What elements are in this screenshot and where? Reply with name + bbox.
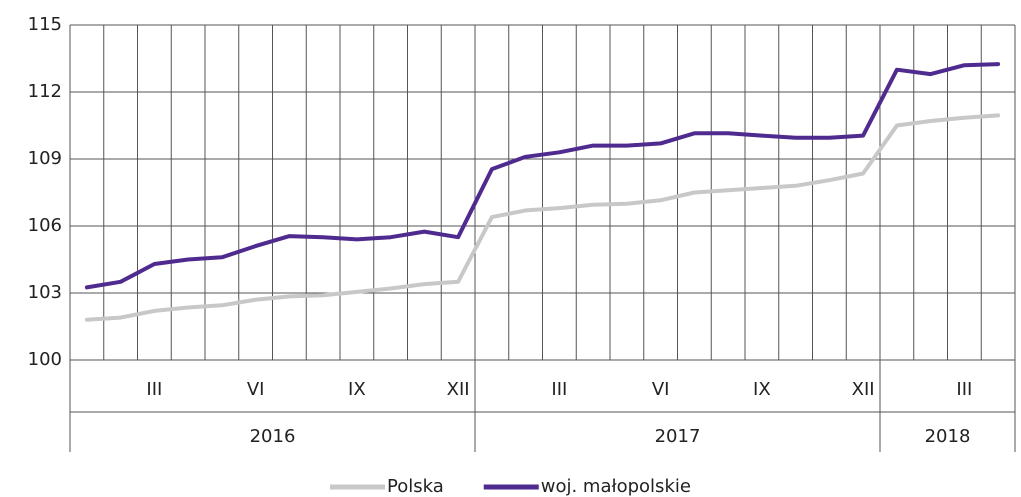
y-tick-label: 103 bbox=[28, 282, 62, 303]
series-line bbox=[84, 62, 1001, 290]
y-tick-label: 115 bbox=[28, 14, 62, 35]
x-tick-label: IX bbox=[753, 379, 771, 400]
y-tick-label: 100 bbox=[28, 349, 62, 370]
x-tick-label: VI bbox=[652, 379, 670, 400]
year-label: 2016 bbox=[250, 426, 296, 447]
y-tick-label: 112 bbox=[28, 81, 62, 102]
x-tick-label: XII bbox=[852, 379, 875, 400]
y-tick-label: 109 bbox=[28, 148, 62, 169]
x-tick-label: III bbox=[551, 379, 567, 400]
x-tick-label: IX bbox=[348, 379, 366, 400]
y-tick-label: 106 bbox=[28, 215, 62, 236]
series-line bbox=[84, 113, 1001, 322]
legend-label: Polska bbox=[387, 476, 444, 497]
year-label: 2017 bbox=[655, 426, 701, 447]
year-label: 2018 bbox=[925, 426, 971, 447]
x-tick-label: XII bbox=[447, 379, 470, 400]
x-tick-label: III bbox=[956, 379, 972, 400]
x-tick-label: III bbox=[146, 379, 162, 400]
x-tick-label: VI bbox=[247, 379, 265, 400]
legend-label: woj. małopolskie bbox=[541, 476, 691, 497]
